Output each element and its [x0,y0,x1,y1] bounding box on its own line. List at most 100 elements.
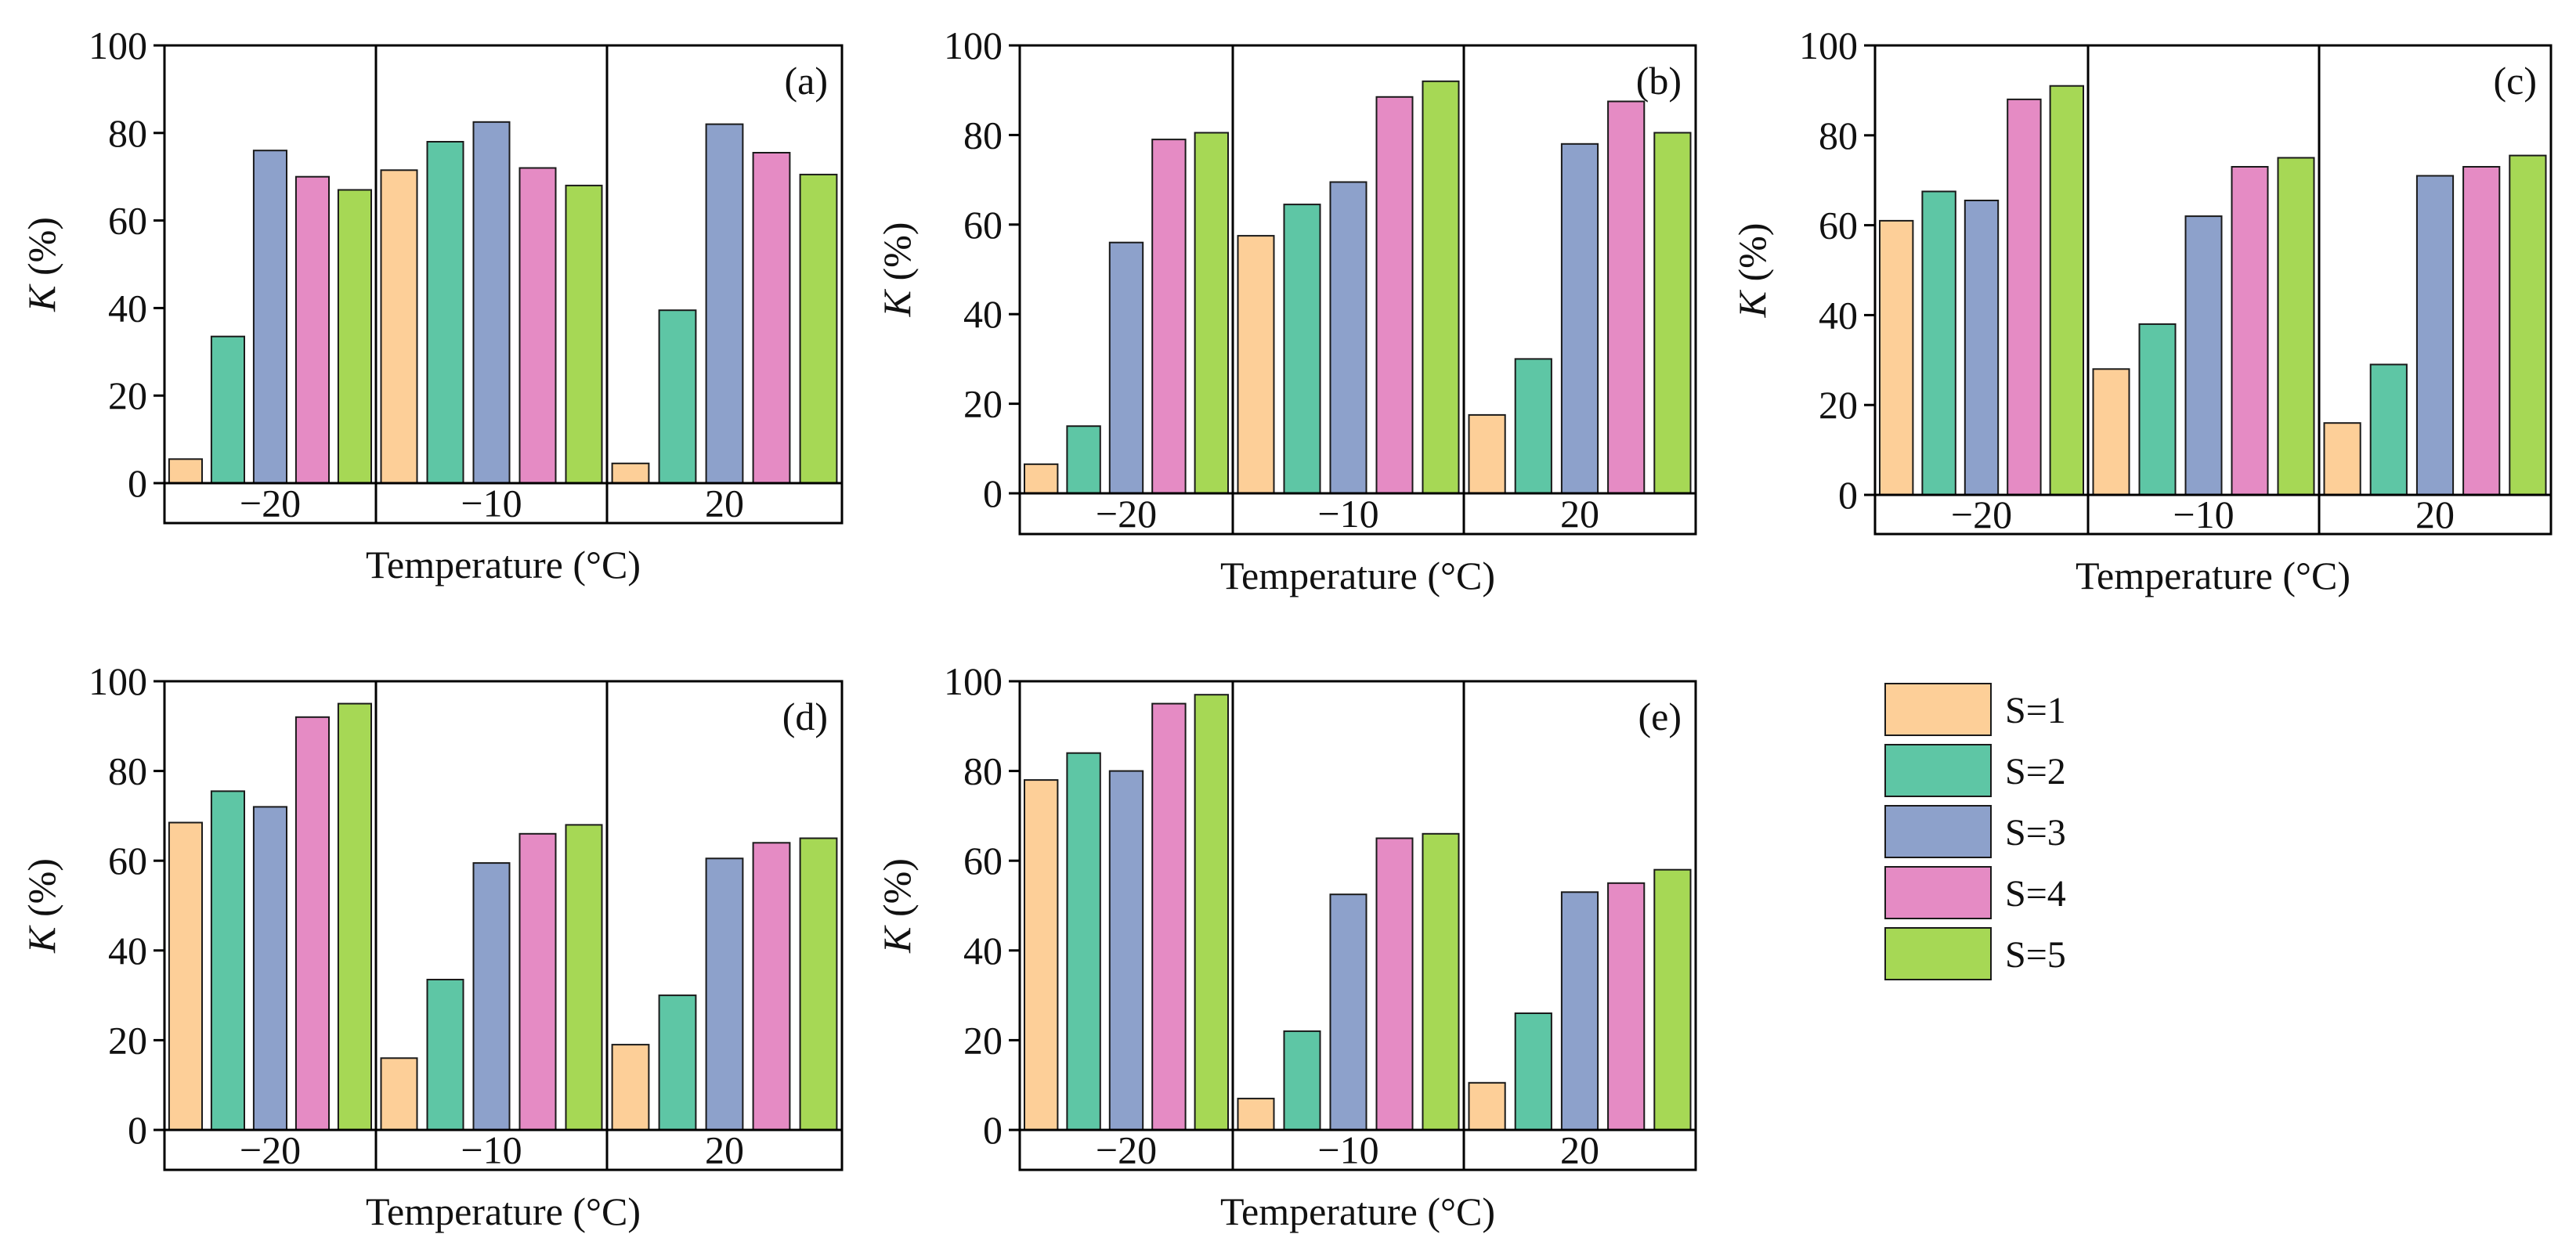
bar-S5-m10 [565,824,603,1131]
plot-frame [163,44,844,525]
bar-S1-m10 [1237,235,1275,494]
category-label: −10 [461,482,522,525]
y-tick-label: 80 [108,111,147,155]
legend-label: S=3 [2005,812,2066,854]
x-axis-label: Temperature (°C) [366,543,641,586]
bar-S1-m10 [380,169,418,485]
y-tick-label: 80 [963,113,1003,157]
bar-S3-m10 [1329,181,1367,494]
bar-S3-m10 [2184,215,2223,496]
bar-S1-m10 [380,1057,418,1131]
x-axis-label: Temperature (°C) [366,1189,641,1233]
bar-S5-m20 [2049,85,2085,496]
bar-S1-m20 [1024,779,1059,1131]
legend: S=1 S=2 S=3 S=4 S=5 [1884,683,2066,980]
bar-S3-m20 [252,806,287,1131]
bar-S2-20 [1514,358,1552,494]
category-label: −10 [1317,492,1378,536]
category-label: −10 [461,1128,522,1172]
bar-S3-m20 [1108,770,1144,1131]
bar-S2-m20 [1066,425,1101,495]
y-tick-label: 100 [944,659,1003,703]
bar-S1-20 [611,1044,650,1131]
bar-S1-m20 [168,821,203,1131]
bar-S5-m20 [1194,132,1229,494]
bar-S5-m20 [337,189,372,484]
bar-S4-m10 [518,167,557,484]
panel-c: −20 −10 20 0 20 40 60 80 100 K (%) Temperature (°C… [1730,23,2553,597]
panel-a: −20 −10 20 0 20 40 60 80 100 K (%) Temperature (°C… [20,23,844,586]
y-tick-label: 40 [108,929,147,973]
bar-S2-m20 [1066,752,1101,1131]
bar-S2-m10 [426,141,464,484]
bar-S5-m20 [1194,694,1229,1131]
bar-S4-20 [752,842,791,1131]
category-label: 20 [705,482,744,525]
legend-label: S=2 [2005,751,2066,792]
bar-S5-20 [1653,132,1692,494]
category-label: −20 [1096,492,1157,536]
legend-label: S=5 [2005,934,2066,976]
y-tick-label: 80 [1819,114,1858,157]
category-label: −20 [240,482,301,525]
legend-swatch [1884,927,1992,980]
y-tick-label: 60 [1819,204,1858,247]
y-axis-label: K (%) [20,858,63,954]
legend-swatch [1884,744,1992,797]
y-tick-label: 20 [963,382,1003,426]
bar-S4-m20 [1151,702,1187,1131]
panel-label: (c) [2494,59,2538,103]
bar-S1-m20 [1879,219,1914,496]
bar-S5-m10 [2277,157,2315,496]
panel-d: −20 −10 20 0 20 40 60 80 100 K (%) Temperature (°C… [20,659,844,1233]
bar-S3-m20 [1964,200,2000,496]
panel-e: −20 −10 20 0 20 40 60 80 100 K (%) Temperature (°C… [875,659,1697,1233]
bar-S4-20 [1607,882,1646,1131]
bar-S2-m20 [1921,190,1956,496]
category-label: 20 [1560,1128,1599,1172]
bar-S3-m10 [472,121,511,485]
y-axis-label: K (%) [20,217,63,312]
y-tick-label: 80 [963,749,1003,793]
bar-S2-m10 [2138,323,2177,496]
bar-S3-m20 [252,150,287,484]
panel-label: (d) [782,695,828,738]
category-label: −20 [1951,493,2012,536]
plot-frame [1873,44,2553,536]
y-axis-label: K (%) [875,222,919,318]
y-tick-label: 100 [1799,23,1858,67]
bar-S3-20 [1560,143,1599,495]
y-tick-label: 0 [983,471,1003,515]
y-tick-label: 20 [108,1018,147,1062]
bar-S3-20 [2415,175,2455,496]
bar-S1-m20 [1024,463,1059,494]
panel-label: (b) [1636,59,1682,103]
y-tick-label: 0 [1838,473,1858,517]
panel-label: (e) [1638,695,1682,738]
y-tick-label: 60 [108,839,147,882]
bar-S2-m10 [1283,204,1321,494]
y-tick-label: 40 [1819,293,1858,337]
bar-S5-20 [2509,154,2547,496]
bar-S1-20 [2323,422,2361,496]
bar-S4-m10 [2231,166,2269,496]
legend-swatch [1884,866,1992,919]
y-tick-label: 0 [128,1108,147,1152]
legend-label: S=4 [2005,873,2066,915]
bar-S5-20 [799,173,838,484]
bar-S4-20 [1607,100,1646,494]
y-tick-label: 40 [963,929,1003,973]
x-axis-label: Temperature (°C) [1220,1189,1495,1233]
bar-S3-m10 [472,862,511,1131]
bar-S4-m10 [518,832,557,1131]
y-tick-label: 20 [963,1018,1003,1062]
bar-S2-m20 [210,790,245,1131]
bar-S3-m10 [1329,893,1367,1131]
bar-S2-20 [658,309,697,485]
bar-S1-20 [1468,413,1506,495]
y-tick-label: 20 [108,374,147,417]
legend-label: S=1 [2005,690,2066,731]
y-tick-label: 60 [963,839,1003,882]
bar-S4-m20 [2007,98,2042,496]
category-label: −10 [2173,493,2234,536]
